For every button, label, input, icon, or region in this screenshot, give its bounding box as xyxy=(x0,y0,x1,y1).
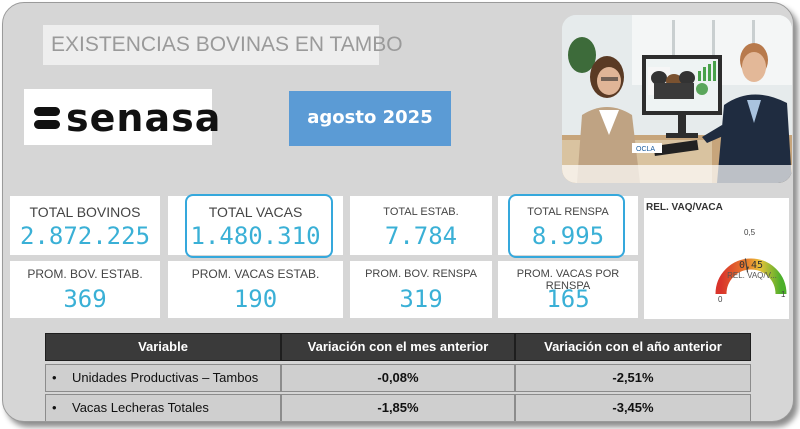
kpi-prom-bov-renspa-label: PROM. BOV. RENSPA xyxy=(365,268,477,280)
kpi-prom-vacas-renspa-label: PROM. VACAS POR RENSPA xyxy=(516,268,620,292)
gauge-card[interactable]: REL. VAQ/VACA 0,5 0,45 REL. VAQ/V... 0 1 xyxy=(644,198,789,319)
photo-screen-label: OCLA xyxy=(636,146,655,153)
bullet: • xyxy=(52,400,57,415)
kpi-total-estab-value: 7.784 xyxy=(384,222,458,250)
kpi-total-bovinos-label: TOTAL BOVINOS xyxy=(29,204,141,220)
title-box: EXISTENCIAS BOVINAS EN TAMBO xyxy=(43,25,403,65)
kpi-total-vacas-label: TOTAL VACAS xyxy=(208,204,303,220)
table-header-anio: Variación con el año anterior xyxy=(515,333,751,361)
kpi-total-renspa: TOTAL RENSPA 8.995 xyxy=(498,196,638,255)
senasa-logo-text: senasa xyxy=(66,96,222,140)
variable-label: Vacas Lecheras Totales xyxy=(72,400,209,415)
period-label: agosto 2025 xyxy=(307,107,433,128)
kpi-prom-bov-estab: PROM. BOV. ESTAB. 369 xyxy=(10,261,160,318)
table-cell-anio: -2,51% xyxy=(515,364,751,392)
kpi-prom-bov-renspa: PROM. BOV. RENSPA 319 xyxy=(350,261,492,318)
kpi-prom-vacas-renspa: PROM. VACAS POR RENSPA 165 xyxy=(498,261,638,318)
kpi-total-bovinos-value: 2.872.225 xyxy=(19,222,151,250)
period-badge[interactable]: agosto 2025 xyxy=(289,91,451,146)
gauge-min-label: 0 xyxy=(718,295,723,304)
kpi-total-estab: TOTAL ESTAB. 7.784 xyxy=(350,196,492,255)
kpi-prom-vacas-estab-label: PROM. VACAS ESTAB. xyxy=(191,267,320,281)
table-header-mes: Variación con el mes anterior xyxy=(281,333,515,361)
gauge-arc xyxy=(715,258,787,295)
gauge-mid-label: 0,5 xyxy=(744,228,756,237)
variable-label: Unidades Productivas – Tambos xyxy=(72,370,259,385)
kpi-prom-bov-estab-value: 369 xyxy=(63,285,107,313)
kpi-total-renspa-value: 8.995 xyxy=(531,222,605,250)
kpi-prom-vacas-renspa-value: 165 xyxy=(546,285,590,313)
table-header-variable: Variable xyxy=(45,333,281,361)
office-photo: OCLA xyxy=(562,15,792,183)
page-title: EXISTENCIAS BOVINAS EN TAMBO xyxy=(51,33,403,56)
bullet: • xyxy=(52,370,57,385)
table-cell-mes: -1,85% xyxy=(281,394,515,421)
gauge-value: 0,45 xyxy=(738,260,764,271)
kpi-total-renspa-label: TOTAL RENSPA xyxy=(527,206,609,218)
table-cell-mes: -0,08% xyxy=(281,364,515,392)
dashboard-frame: EXISTENCIAS BOVINAS EN TAMBO senasa agos… xyxy=(2,2,794,422)
table-cell-variable: • Unidades Productivas – Tambos xyxy=(45,364,281,392)
kpi-total-estab-label: TOTAL ESTAB. xyxy=(383,206,459,218)
gauge-max-label: 1 xyxy=(781,290,786,299)
kpi-prom-bov-renspa-value: 319 xyxy=(399,285,443,313)
kpi-total-vacas: TOTAL VACAS 1.480.310 xyxy=(168,196,343,255)
office-photo-illustration: OCLA xyxy=(562,15,792,183)
gauge-chart xyxy=(715,258,787,295)
kpi-total-renspa-highlight xyxy=(508,194,625,258)
kpi-prom-vacas-estab-value: 190 xyxy=(233,285,278,313)
kpi-total-bovinos: TOTAL BOVINOS 2.872.225 xyxy=(10,196,160,255)
kpi-total-vacas-highlight xyxy=(185,194,333,258)
table-cell-variable: • Vacas Lecheras Totales xyxy=(45,394,281,421)
gauge-title: REL. VAQ/VACA xyxy=(646,202,723,213)
senasa-logo-mark xyxy=(34,107,60,129)
kpi-total-vacas-value: 1.480.310 xyxy=(190,222,321,250)
gauge-sub-label: REL. VAQ/V... xyxy=(727,271,777,280)
gauge-needle xyxy=(744,258,749,273)
table-cell-anio: -3,45% xyxy=(515,394,751,421)
senasa-logo: senasa xyxy=(24,89,220,145)
kpi-prom-bov-estab-label: PROM. BOV. ESTAB. xyxy=(27,267,143,281)
kpi-prom-vacas-estab: PROM. VACAS ESTAB. 190 xyxy=(168,261,343,318)
